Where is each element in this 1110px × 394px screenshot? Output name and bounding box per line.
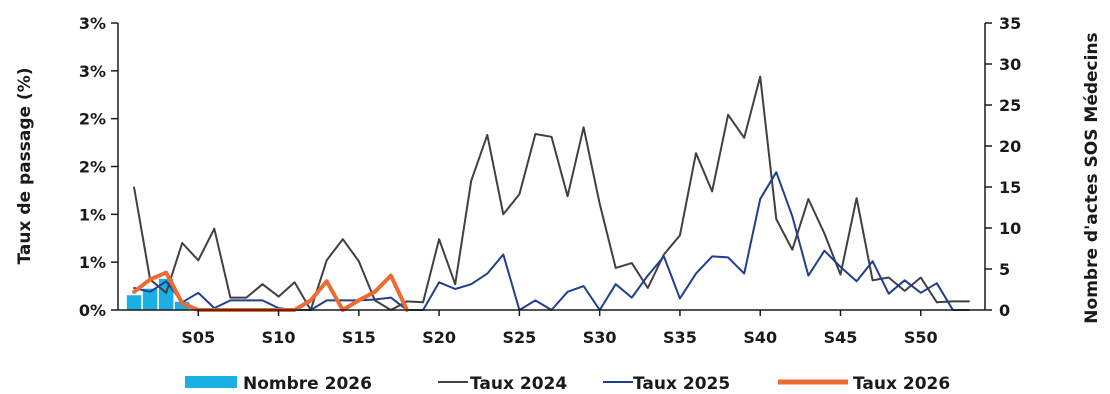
legend-label: Taux 2026 bbox=[853, 374, 950, 394]
y-axis-right-title: Nombre d'actes SOS Médecins bbox=[1082, 32, 1102, 323]
x-tick-label: S30 bbox=[583, 328, 617, 347]
legend-label: Taux 2024 bbox=[470, 374, 567, 394]
y-right-tick-label: 25 bbox=[999, 96, 1021, 115]
y-left-tick-label: 3% bbox=[79, 62, 106, 81]
y-left-tick-label: 2% bbox=[79, 158, 106, 177]
x-tick-label: S10 bbox=[262, 328, 296, 347]
legend-label: Nombre 2026 bbox=[243, 374, 372, 394]
y-right-tick-label: 30 bbox=[999, 55, 1021, 74]
y-right-tick-label: 35 bbox=[999, 14, 1021, 33]
x-tick-label: S50 bbox=[904, 328, 938, 347]
x-tick-label: S40 bbox=[743, 328, 777, 347]
lines-layer bbox=[132, 75, 970, 312]
y-left-tick-label: 2% bbox=[79, 110, 106, 129]
y-axis-left-title: Taux de passage (%) bbox=[15, 67, 35, 264]
y-right-tick-label: 5 bbox=[999, 260, 1010, 279]
y-right-tick-label: 0 bbox=[999, 301, 1010, 320]
right-ticks: 0 5 10 15 20 25 30 35 bbox=[985, 14, 1021, 320]
legend-swatch bbox=[185, 376, 237, 388]
legend-label: Taux 2025 bbox=[633, 374, 730, 394]
x-tick-label: S15 bbox=[342, 328, 376, 347]
series-line bbox=[133, 75, 970, 311]
bar bbox=[174, 301, 190, 310]
series-line bbox=[133, 171, 970, 311]
bar bbox=[142, 288, 158, 310]
y-left-tick-label: 3% bbox=[79, 14, 106, 33]
x-tick-label: S35 bbox=[663, 328, 697, 347]
axes-layer bbox=[117, 23, 986, 311]
y-right-tick-label: 10 bbox=[999, 219, 1021, 238]
y-right-tick-label: 15 bbox=[999, 178, 1021, 197]
bar bbox=[126, 295, 142, 310]
x-ticks: S05 S10 S15 S20 S25 S30 S35 S40 S45 S50 bbox=[181, 310, 938, 347]
x-tick-label: S20 bbox=[422, 328, 456, 347]
legend: Nombre 2026 Taux 2024 Taux 2025 Taux 2026 bbox=[185, 374, 950, 394]
y-left-tick-label: 1% bbox=[79, 205, 106, 224]
y-left-tick-label: 0% bbox=[79, 301, 106, 320]
left-ticks: 0% 1% 1% 2% 2% 3% 3% bbox=[79, 14, 118, 320]
x-tick-label: S25 bbox=[502, 328, 536, 347]
y-right-tick-label: 20 bbox=[999, 137, 1021, 156]
x-tick-label: S05 bbox=[181, 328, 215, 347]
y-left-tick-label: 1% bbox=[79, 253, 106, 272]
x-tick-label: S45 bbox=[824, 328, 858, 347]
